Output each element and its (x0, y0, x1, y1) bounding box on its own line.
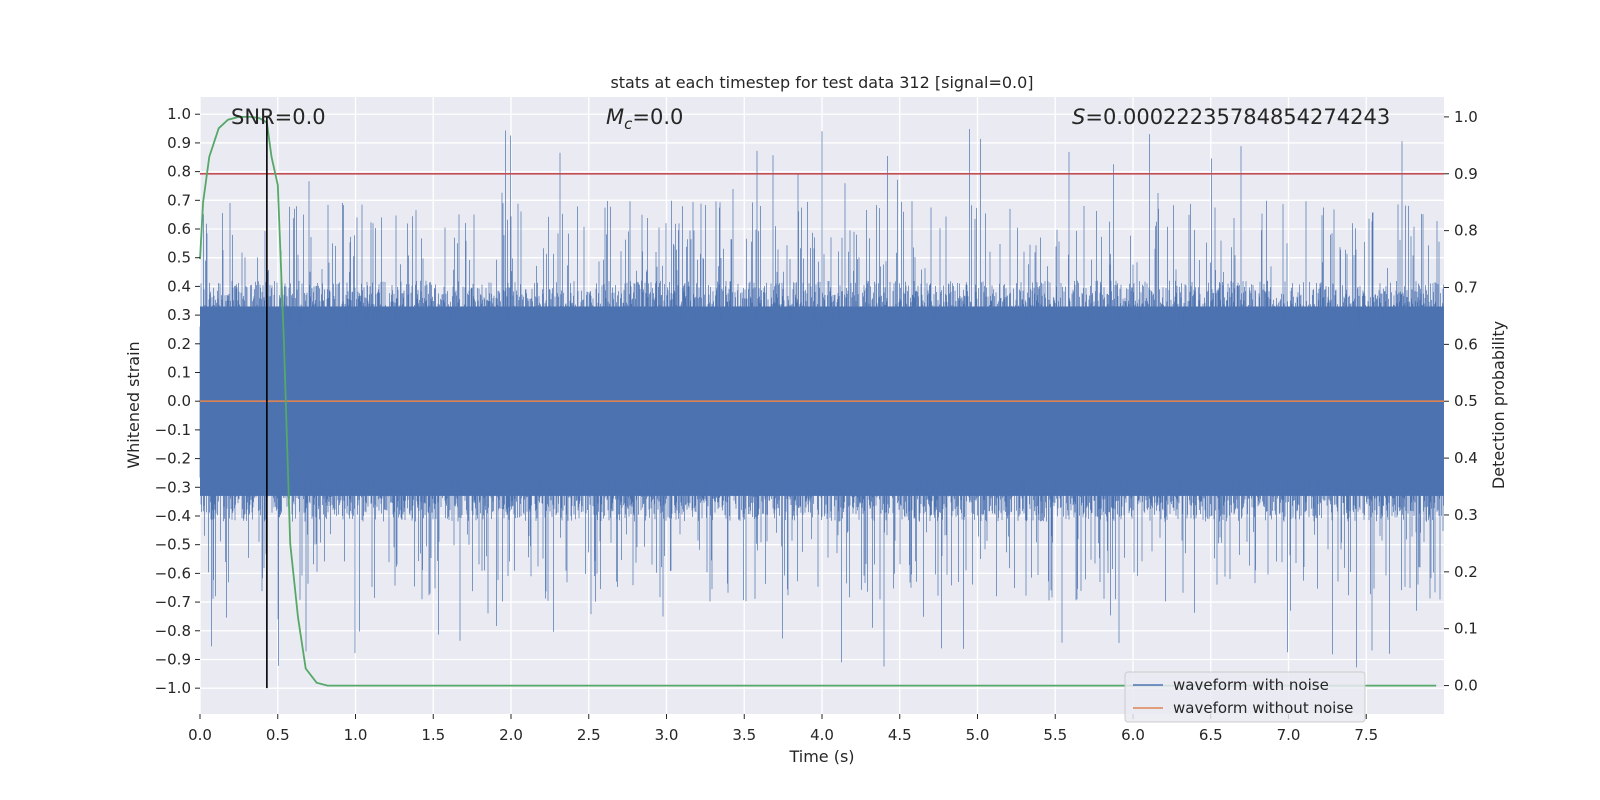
y-left-tick-label: 0.2 (167, 335, 191, 353)
y-right-tick-label: 0.6 (1454, 335, 1478, 353)
y-right-tick-label: 0.5 (1454, 392, 1478, 410)
y-left-tick-label: 0.4 (167, 277, 191, 295)
y-left-tick-label: 0.6 (167, 220, 191, 238)
y-right-tick-label: 1.0 (1454, 108, 1478, 126)
annotation-snr: SNR=0.0 (231, 105, 326, 129)
x-tick-label: 0.0 (188, 726, 212, 744)
y-left-tick-label: 0.0 (167, 392, 191, 410)
y-right-tick-label: 0.7 (1454, 279, 1478, 297)
y-left-tick-label: 0.9 (167, 134, 191, 152)
series-detection-probability (199, 116, 1437, 687)
x-tick-label: 1.5 (421, 726, 445, 744)
mc-subscript: c (624, 115, 633, 133)
y-right-tick-label: 0.1 (1454, 620, 1478, 638)
legend-label-clean: waveform without noise (1173, 699, 1353, 717)
x-tick-label: 5.5 (1043, 726, 1067, 744)
x-tick-label: 3.5 (732, 726, 756, 744)
y-right-tick-label: 0.2 (1454, 563, 1478, 581)
annotation-s: S=0.00022235784854274243 (1072, 105, 1390, 129)
y-right-tick-label: 0.4 (1454, 449, 1478, 467)
y-left-tick-label: 1.0 (167, 105, 191, 123)
y-left-tick-label: −0.3 (155, 478, 191, 496)
x-tick-label: 4.5 (888, 726, 912, 744)
x-tick-label: 3.0 (655, 726, 679, 744)
annotation-chirp-mass: Mc=0.0 (606, 105, 683, 133)
ticks: 0.0 0.5 1.0 1.5 2.0 2.5 3.0 3.5 4.0 4.5 5.0 5.5 6.0 6… (155, 105, 1478, 744)
y-left-tick-label: −0.9 (155, 650, 191, 668)
mc-value: =0.0 (632, 105, 683, 129)
x-tick-label: 5.0 (966, 726, 990, 744)
y-left-tick-label: −0.6 (155, 564, 191, 582)
y-right-tick-label: 0.8 (1454, 222, 1478, 240)
x-tick-label: 4.0 (810, 726, 834, 744)
x-axis-title: Time (s) (788, 747, 854, 766)
s-value: =0.00022235784854274243 (1085, 105, 1390, 129)
chart-title: stats at each timestep for test data 312… (610, 73, 1033, 92)
x-tick-label: 1.0 (344, 726, 368, 744)
y-left-tick-label: −0.1 (155, 421, 191, 439)
y-left-tick-label: −0.4 (155, 507, 191, 525)
y-left-tick-label: 0.7 (167, 191, 191, 209)
y-right-tick-label: 0.3 (1454, 506, 1478, 524)
legend: waveform with noise waveform without noi… (1124, 671, 1366, 723)
y-left-tick-label: 0.3 (167, 306, 191, 324)
overlay-lines (199, 116, 1444, 689)
legend-box (1124, 671, 1366, 723)
y-left-tick-label: −0.2 (155, 450, 191, 468)
s-symbol: S (1072, 105, 1085, 129)
x-tick-label: 2.0 (499, 726, 523, 744)
y-left-tick-label: −0.7 (155, 593, 191, 611)
y-left-tick-label: −0.5 (155, 536, 191, 554)
y-right-tick-label: 0.9 (1454, 165, 1478, 183)
x-tick-label: 6.0 (1121, 726, 1145, 744)
y-axis-title-left: Whitened strain (124, 341, 143, 468)
y-right-tick-label: 0.0 (1454, 677, 1478, 695)
x-tick-label: 0.5 (266, 726, 290, 744)
x-tick-label: 7.0 (1277, 726, 1301, 744)
y-left-tick-label: 0.5 (167, 249, 191, 267)
y-left-tick-label: 0.8 (167, 163, 191, 181)
y-left-tick-label: −0.8 (155, 622, 191, 640)
x-tick-label: 2.5 (577, 726, 601, 744)
x-tick-label: 7.5 (1354, 726, 1378, 744)
y-left-tick-label: 0.1 (167, 363, 191, 381)
legend-label-noise: waveform with noise (1173, 676, 1329, 694)
x-tick-label: 6.5 (1199, 726, 1223, 744)
y-axis-title-right: Detection probability (1489, 321, 1508, 489)
mc-symbol: M (606, 105, 624, 129)
y-left-tick-label: −1.0 (155, 679, 191, 697)
